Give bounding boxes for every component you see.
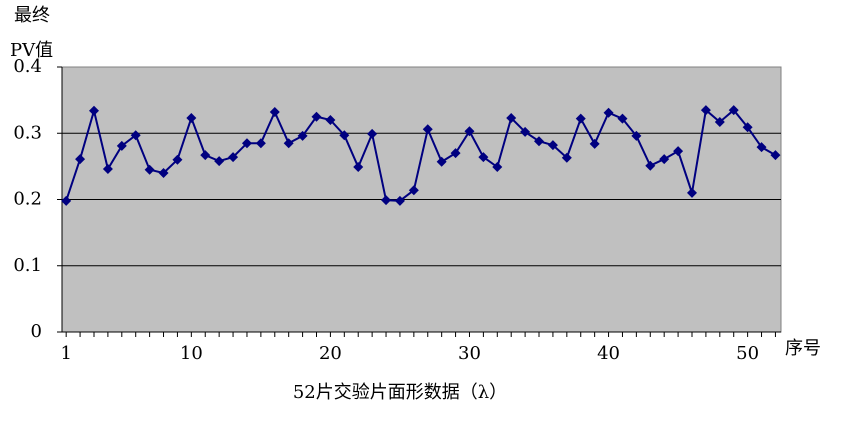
x-axis-unit: 序号 xyxy=(785,338,821,359)
y-tick-label: 0.3 xyxy=(13,122,42,143)
data-point xyxy=(311,111,322,122)
y-axis-label: 最终 xyxy=(14,5,50,26)
data-point xyxy=(200,150,211,161)
x-tick-label: 10 xyxy=(180,343,203,364)
data-point xyxy=(186,113,197,124)
data-point xyxy=(172,154,183,165)
x-tick-label: 1 xyxy=(60,343,71,364)
data-point xyxy=(561,152,572,163)
data-point xyxy=(75,154,86,165)
x-tick-label: 30 xyxy=(458,343,481,364)
data-point xyxy=(478,152,489,163)
data-point xyxy=(450,148,461,159)
data-point xyxy=(116,140,127,151)
data-point xyxy=(742,122,753,133)
data-point xyxy=(589,138,600,149)
data-point xyxy=(283,138,294,149)
data-point xyxy=(269,107,280,118)
data-point xyxy=(492,162,503,173)
data-point xyxy=(547,140,558,151)
data-point xyxy=(88,105,99,116)
x-tick-label: 40 xyxy=(597,343,620,364)
data-point xyxy=(714,116,725,127)
data-point xyxy=(144,164,155,175)
data-line xyxy=(65,106,776,202)
y-axis-label: PV值 xyxy=(10,40,53,61)
y-tick-label: 0 xyxy=(31,321,42,342)
data-point xyxy=(728,105,739,116)
data-point xyxy=(394,195,405,206)
data-point xyxy=(534,136,545,147)
data-point xyxy=(158,168,169,178)
data-point xyxy=(673,146,684,157)
data-point xyxy=(464,126,475,137)
data-point xyxy=(228,152,239,163)
data-point xyxy=(700,105,711,116)
data-point xyxy=(241,138,252,149)
y-tick-label: 0.1 xyxy=(13,255,42,276)
y-tick-label: 0.4 xyxy=(13,56,42,77)
data-point xyxy=(756,142,767,153)
data-point xyxy=(617,113,628,124)
data-point xyxy=(645,160,656,171)
data-point xyxy=(130,130,141,141)
data-point xyxy=(381,195,392,206)
data-point xyxy=(102,164,113,175)
data-point xyxy=(61,195,72,206)
data-point xyxy=(325,115,336,125)
data-point xyxy=(631,130,642,141)
data-point xyxy=(367,128,378,139)
data-point xyxy=(575,113,586,124)
data-point xyxy=(353,162,364,173)
data-point xyxy=(520,126,531,137)
data-point xyxy=(422,124,433,135)
data-point xyxy=(339,130,350,141)
data-point xyxy=(770,150,781,161)
x-tick-label: 50 xyxy=(736,343,759,364)
data-point xyxy=(686,187,697,198)
data-point xyxy=(408,185,419,196)
x-axis-label: 52片交验片面形数据（λ） xyxy=(293,382,507,403)
data-point xyxy=(214,156,225,167)
data-point xyxy=(436,156,447,167)
data-point xyxy=(297,130,308,141)
data-point xyxy=(603,107,614,118)
data-point xyxy=(255,138,266,149)
data-point xyxy=(506,113,517,124)
y-tick-label: 0.2 xyxy=(13,189,42,210)
x-tick-label: 20 xyxy=(319,343,342,364)
data-point xyxy=(659,154,670,165)
